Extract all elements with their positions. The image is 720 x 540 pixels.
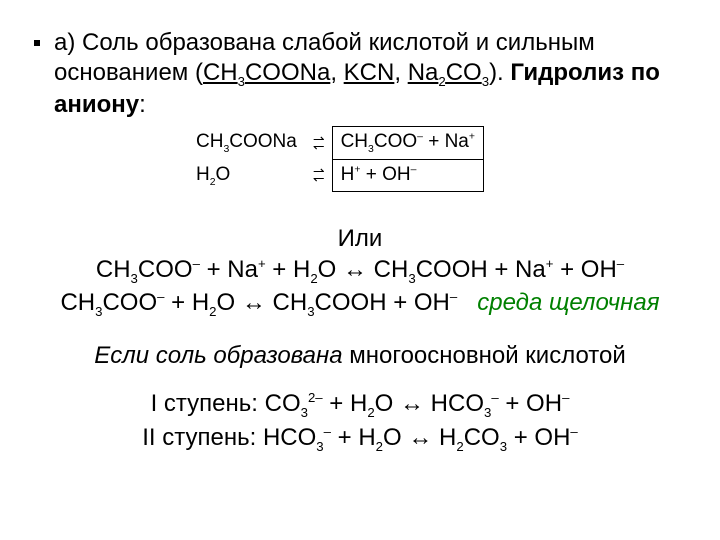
s2p4: + H [331, 424, 376, 451]
equation-2: CH3COO– + H2O ↔ CH3COOH + OH– [60, 289, 457, 316]
equation-2-row: CH3COO– + H2O ↔ CH3COOH + OH– среда щело… [34, 287, 686, 320]
eq-row-2: H2O ⇀↽ H+ + OH– [188, 160, 484, 192]
s2p6: O ↔ H [383, 424, 456, 451]
s1p7: 3 [484, 405, 491, 420]
s2p7: 2 [456, 438, 463, 453]
f3b: 2 [438, 74, 445, 89]
b22d: – [411, 165, 417, 176]
s2p8: CO [464, 424, 500, 451]
s2p10: + OH [507, 424, 570, 451]
bullet-row: а) Соль образована слабой кислотой и сил… [34, 28, 686, 120]
e2p1: CH [60, 289, 95, 316]
s1p1: CO [265, 390, 301, 417]
eq-r2c2: H+ + OH– [332, 160, 483, 192]
e1p14: – [617, 256, 624, 271]
b21c: O [216, 164, 231, 185]
e2p7: O ↔ CH [217, 289, 308, 316]
intro-text: а) Соль образована слабой кислотой и сил… [54, 28, 686, 120]
sep2: , [394, 59, 407, 86]
polybasic-note: Если соль образована многоосновной кисло… [34, 342, 686, 370]
s1p6: O ↔ HCO [375, 390, 484, 417]
e1p10: 3 [408, 271, 415, 286]
s1p9: + OH [499, 390, 562, 417]
b22c: + OH [360, 164, 410, 185]
environment-label: среда щелочная [477, 289, 659, 316]
intro-text2: ). [489, 59, 510, 86]
s1p3: 2– [308, 390, 323, 405]
bullet-icon [34, 40, 40, 46]
s1p4: + H [323, 390, 368, 417]
e1p4: – [193, 256, 200, 271]
s2p1: HCO [263, 424, 316, 451]
s1p8: – [491, 390, 498, 405]
b21a: H [196, 164, 210, 185]
formula-ch3coona: CH3COONa [203, 59, 330, 86]
equation-1: CH3COO– + Na+ + H2O ↔ CH3COOH + Na+ + OH… [34, 254, 686, 287]
intro-prefix: а) [54, 29, 82, 56]
e1p7: + H [266, 256, 311, 283]
e2p9: COOH + OH [315, 289, 450, 316]
eq-r1-arrow: ⇀↽ [305, 127, 332, 160]
e1p9: O ↔ CH [318, 256, 409, 283]
equil-arrow-icon: ⇀↽ [313, 168, 324, 182]
e1p2: 3 [131, 271, 138, 286]
eq-row-1: CH3COONa ⇀↽ CH3COO– + Na+ [188, 127, 484, 160]
e1p1: CH [96, 256, 131, 283]
poly-b: многоосновной кислотой [349, 342, 626, 369]
formula-na2co3: Na2CO3 [408, 59, 489, 86]
b12a: CH [341, 131, 368, 152]
e1p13: + OH [553, 256, 616, 283]
s2p3: – [324, 424, 331, 439]
s2p11: – [570, 424, 577, 439]
f1a: CH [203, 59, 238, 86]
s1p10: – [562, 390, 569, 405]
b22a: H [341, 164, 355, 185]
eq-r1c2: CH3COO– + Na+ [332, 127, 483, 160]
s2p2: 3 [316, 438, 323, 453]
f3d: 3 [482, 74, 489, 89]
e1p6: + [258, 256, 266, 271]
f3c: CO [446, 59, 482, 86]
step-2: II ступень: HCO3– + H2O ↔ H2CO3 + OH– [34, 422, 686, 456]
eq-r2-arrow: ⇀↽ [305, 160, 332, 192]
f3a: Na [408, 59, 439, 86]
e2p10: – [450, 289, 457, 304]
intro-colon: : [139, 91, 146, 118]
s2p9: 3 [500, 438, 507, 453]
s1p5: 2 [367, 405, 374, 420]
e2p8: 3 [307, 304, 314, 319]
e1p11: COOH + Na [416, 256, 546, 283]
b12f: + [469, 132, 475, 143]
b11c: COONa [229, 131, 297, 152]
steps-block: I ступень: CO32– + H2O ↔ HCO3– + OH– II … [34, 388, 686, 455]
or-label: Или [34, 223, 686, 254]
b12e: + Na [423, 131, 469, 152]
step-1: I ступень: CO32– + H2O ↔ HCO3– + OH– [34, 388, 686, 422]
equation-box: CH3COONa ⇀↽ CH3COO– + Na+ H2O ⇀↽ H + + OH… [188, 126, 484, 192]
s2p5: 2 [376, 438, 383, 453]
sep1: , [330, 59, 343, 86]
center-equations: Или CH3COO– + Na+ + H2O ↔ CH3COOH + Na+ … [34, 223, 686, 320]
equation-table: CH3COONa ⇀↽ CH3COO– + Na+ H2O ⇀↽ H + + OH… [188, 126, 484, 192]
e2p6: 2 [209, 304, 216, 319]
s1p2: 3 [301, 405, 308, 420]
e1p8: 2 [310, 271, 317, 286]
f1b: 3 [238, 74, 245, 89]
e2p5: + H [164, 289, 209, 316]
e2p3: COO [102, 289, 157, 316]
b11a: CH [196, 131, 223, 152]
equil-arrow-icon: ⇀↽ [313, 136, 324, 150]
f1c: COONa [245, 59, 330, 86]
poly-a: Если соль образована [94, 342, 349, 369]
slide: а) Соль образована слабой кислотой и сил… [0, 0, 720, 540]
s2l: II ступень: [142, 424, 263, 451]
b12c: COO [374, 131, 417, 152]
e1p5: + Na [200, 256, 258, 283]
eq-r2c1: H2O [188, 160, 305, 192]
s1l: I ступень: [151, 390, 265, 417]
formula-kcn: KCN [344, 59, 395, 86]
eq-r1c1: CH3COONa [188, 127, 305, 160]
e1p3: COO [138, 256, 193, 283]
